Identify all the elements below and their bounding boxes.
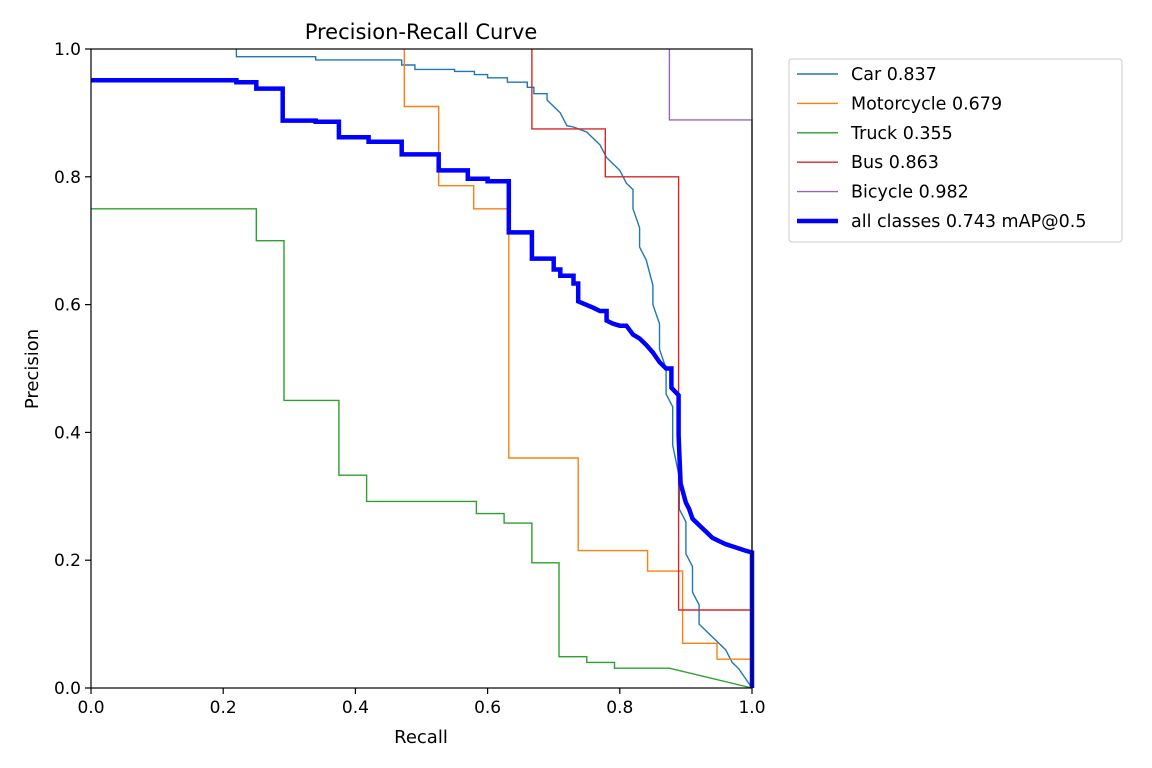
y-tick-label: 1.0 bbox=[54, 40, 81, 60]
axis-ticks: 0.0 0.2 0.4 0.6 0.8 1.0 0.0 0.2 0.4 0.6 0.8 1.0 bbox=[54, 40, 766, 718]
series-line-2 bbox=[91, 208, 753, 689]
legend-label-0: Car 0.837 bbox=[851, 65, 937, 85]
y-tick-label: 0.8 bbox=[54, 168, 81, 188]
series-line-0 bbox=[235, 49, 753, 689]
series-layer bbox=[91, 49, 755, 689]
series-line-1 bbox=[403, 49, 753, 688]
y-tick-label: 0.2 bbox=[54, 551, 81, 571]
x-tick-label: 0.8 bbox=[606, 698, 633, 718]
legend-label-4: Bicycle 0.982 bbox=[851, 183, 969, 203]
x-tick-label: 0.0 bbox=[77, 698, 104, 718]
plot-area-frame bbox=[90, 48, 753, 689]
y-tick-label: 0.0 bbox=[54, 679, 81, 699]
y-tick-label: 0.4 bbox=[54, 423, 81, 443]
legend-label-3: Bus 0.863 bbox=[851, 153, 939, 173]
x-tick-label: 0.6 bbox=[474, 698, 501, 718]
x-tick-label: 0.2 bbox=[210, 698, 237, 718]
y-tick-label: 0.6 bbox=[54, 296, 81, 316]
series-line-5 bbox=[91, 78, 755, 688]
legend-label-1: Motorcycle 0.679 bbox=[851, 94, 1002, 114]
x-tick-label: 1.0 bbox=[738, 698, 765, 718]
x-tick-label: 0.4 bbox=[342, 698, 369, 718]
series-line-3 bbox=[531, 49, 753, 688]
legend-label-2: Truck 0.355 bbox=[850, 124, 953, 144]
legend-label-5: all classes 0.743 mAP@0.5 bbox=[851, 212, 1086, 232]
chart-title: Precision-Recall Curve bbox=[305, 20, 538, 44]
legend-box bbox=[788, 58, 1123, 243]
legend: Car 0.837 Motorcycle 0.679 Truck 0.355 Bus … bbox=[788, 58, 1123, 243]
x-axis-label: Recall bbox=[394, 727, 448, 748]
y-axis-label: Precision bbox=[22, 329, 43, 409]
series-line-4 bbox=[668, 49, 753, 688]
